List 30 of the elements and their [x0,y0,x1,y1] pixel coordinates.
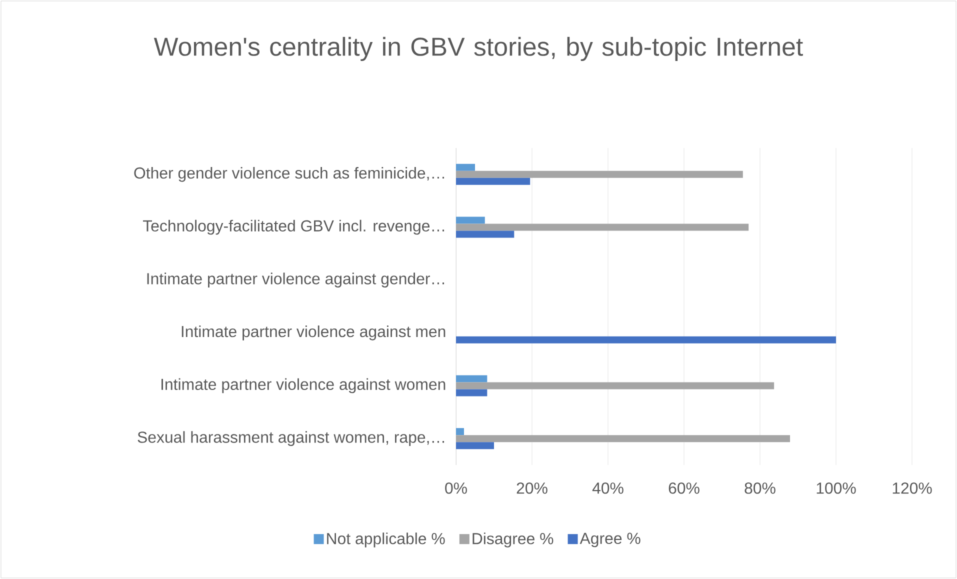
legend-label: Not applicable % [327,532,445,548]
x-tick-label: 100% [816,482,856,494]
x-tick-label: 20% [516,482,548,494]
bar [456,164,476,171]
bar [456,375,488,382]
bar [456,178,530,185]
y-tick-label: Technology-facilitated GBV incl. revenge… [142,220,444,235]
x-tick-label: 40% [592,482,624,494]
x-tick-label: 80% [744,482,776,494]
x-tick-label: 60% [668,482,700,494]
bar [456,435,790,442]
x-tick-label: 120% [892,482,932,494]
y-tick-label: Sexual harassment against women, rape,… [138,431,444,446]
x-tick-label: 0% [445,482,467,494]
y-tick-label: Intimate partner violence against men [182,325,446,340]
legend-label: Disagree % [472,532,554,548]
legend-label: Agree % [580,532,640,548]
bar [456,336,836,344]
bar [456,224,749,231]
bar [456,230,514,238]
bar [456,216,485,224]
y-tick-label: Other gender violence such as feminicide,… [134,166,444,182]
bar [456,442,494,450]
bar [456,389,488,396]
y-tick-label: Intimate partner violence against women [162,378,446,394]
y-tick-label: Intimate partner violence against gender… [147,272,444,288]
bar [456,428,464,436]
chart-title: Women's centrality in GBV stories, by sub-topic Internet [154,36,803,62]
bar [456,382,774,390]
bar [456,170,743,178]
